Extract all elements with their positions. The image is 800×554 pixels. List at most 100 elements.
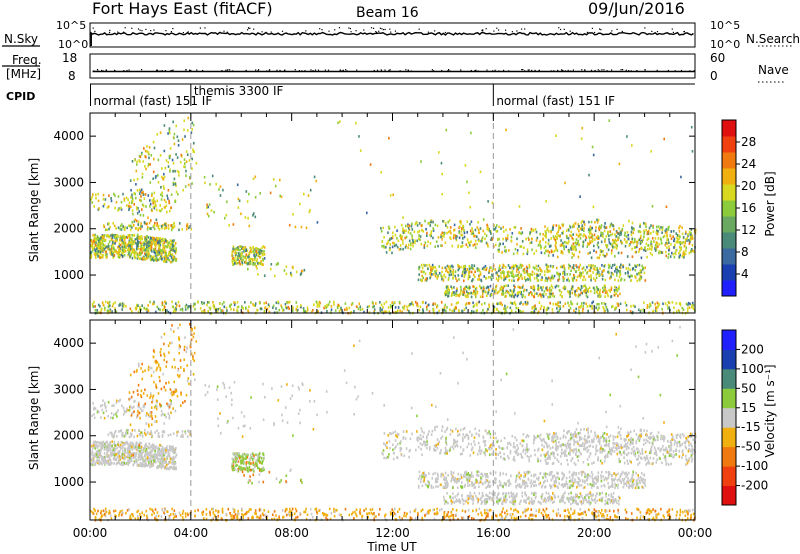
power-cell [609,277,611,280]
power-cell [164,238,166,241]
velocity-cell [162,465,164,468]
power-cell [171,300,173,304]
power-cell [102,246,104,250]
power-cell [608,238,610,241]
power-cell [468,292,471,295]
power-cell [673,246,675,249]
power-cell [541,276,543,279]
power-cell [412,303,414,307]
velocity-cell [138,450,140,453]
power-cell [148,241,150,244]
nave-dot [327,69,330,71]
power-cell [260,262,263,266]
power-cell [520,301,522,304]
nsearch-dot [187,31,189,33]
velocity-cell [115,453,118,456]
nave-dot [298,70,300,72]
nave-dot [474,70,476,72]
power-cell [602,306,604,309]
power-cell [392,241,394,245]
power-cell [638,248,641,251]
power-cell [573,268,576,271]
power-cell [169,251,171,254]
power-cell [445,309,447,313]
power-cell [535,249,538,253]
power-cell [234,249,237,252]
power-cell [104,250,107,254]
power-cell [239,262,241,266]
power-cell [468,264,471,268]
power-cell [683,250,685,253]
power-cell [104,228,107,232]
power-cell [90,256,92,259]
power-cell [421,274,423,278]
power-cell [164,250,166,254]
power-cell [299,273,302,276]
power-cell [485,276,488,280]
nsearch-dot [131,27,133,29]
power-cell [689,240,691,244]
power-cell [254,257,256,260]
velocity-cell [138,458,140,461]
power-cell [461,233,464,237]
power-cell [407,227,410,230]
power-cell [667,301,670,304]
power-cell [102,204,105,208]
power-cell [442,279,445,282]
power-cell [263,249,265,253]
velocity-cell [173,450,175,453]
power-cell [155,250,158,253]
power-cell [430,230,433,233]
velocity-cell [100,448,102,452]
power-cell [446,264,449,268]
power-cell [596,218,598,222]
power-cell [134,256,136,259]
power-cell [475,295,477,299]
power-cell [509,228,511,231]
power-cell [533,311,536,314]
nave-dot [460,69,462,71]
velocity-cell [119,449,121,453]
velocity-cell [150,460,152,463]
power-cell [467,274,470,278]
power-cell [522,303,524,306]
power-cell [547,295,550,299]
power-cell [148,246,151,250]
power-cell [468,302,471,305]
power-cell [326,305,329,308]
velocity-cell [135,454,137,458]
power-cell [498,266,501,270]
power-cell [172,256,175,259]
nsearch-dot [204,27,206,29]
velocity-cell [157,453,159,457]
power-cell [353,310,355,313]
power-cell [482,229,485,233]
nsearch-dot [305,30,307,32]
power-cell [471,279,473,283]
power-cell [405,229,407,232]
power-cell [112,240,114,244]
velocity-cell [116,447,118,450]
power-cell [234,262,236,265]
velocity-cell [158,447,160,451]
power-cell [191,157,193,161]
power-cell [646,304,649,307]
nave-dot [157,69,159,71]
power-cell [607,294,609,298]
power-cell [594,229,597,233]
power-cell [686,309,689,313]
power-cell [171,260,173,264]
power-cell [657,305,659,308]
power-cell [496,229,499,233]
power-cell [318,304,321,308]
power-cell [490,266,492,269]
power-cell [496,291,499,294]
power-cell [685,249,687,252]
power-cell [666,304,669,307]
power-cell [645,242,648,246]
power-cell [104,300,107,304]
power-cell [319,301,321,305]
power-cell [483,287,485,291]
power-cell [497,302,499,306]
power-cell [625,235,628,238]
